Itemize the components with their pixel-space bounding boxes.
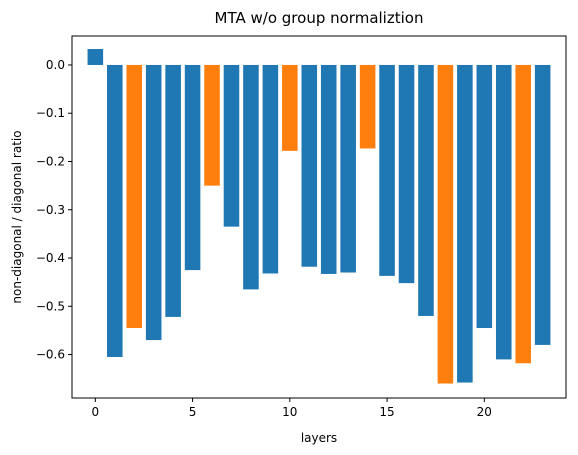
- bar-layer-2: [126, 64, 143, 329]
- bar-layer-4: [165, 64, 181, 317]
- bar-layer-8: [243, 64, 259, 290]
- bar-layer-12: [320, 64, 337, 274]
- y-tick-label: −0.3: [36, 203, 65, 217]
- y-axis-label: non-diagonal / diagonal ratio: [10, 130, 24, 303]
- plot-frame: [71, 35, 567, 399]
- x-tick-label: 20: [477, 405, 492, 419]
- bar-layer-11: [301, 64, 318, 267]
- y-tick-label: −0.1: [36, 106, 65, 120]
- bar-layer-7: [223, 64, 240, 227]
- bars-group: [87, 49, 551, 384]
- bar-layer-13: [340, 64, 356, 273]
- bar-layer-21: [495, 64, 512, 360]
- y-tick-label: −0.6: [36, 348, 65, 362]
- bar-layer-6: [204, 64, 220, 186]
- bar-layer-16: [398, 64, 415, 284]
- x-axis-ticks: 0 5 10 15 20: [92, 398, 492, 419]
- bar-layer-9: [262, 64, 279, 274]
- x-tick-label: 15: [379, 405, 394, 419]
- y-tick-label: 0.0: [46, 58, 65, 72]
- bar-layer-17: [418, 64, 434, 316]
- bar-layer-1: [107, 64, 123, 357]
- bar-layer-20: [476, 64, 493, 329]
- chart-title: MTA w/o group normaliztion: [215, 9, 424, 27]
- bar-layer-3: [145, 64, 162, 341]
- y-tick-label: −0.5: [36, 299, 65, 313]
- x-axis-label: layers: [301, 431, 337, 445]
- bar-layer-18: [437, 64, 454, 384]
- bar-layer-15: [379, 64, 395, 276]
- bar-layer-19: [457, 64, 473, 383]
- x-tick-label: 5: [189, 405, 197, 419]
- bar-layer-5: [184, 64, 201, 271]
- bar-layer-22: [515, 64, 531, 364]
- bar-layer-0: [87, 49, 104, 65]
- y-tick-label: −0.4: [36, 251, 65, 265]
- x-tick-label: 10: [282, 405, 297, 419]
- bar-layer-14: [359, 64, 376, 149]
- y-tick-label: −0.2: [36, 154, 65, 168]
- bar-layer-10: [282, 64, 298, 151]
- bar-layer-23: [534, 64, 551, 345]
- x-tick-label: 0: [92, 405, 100, 419]
- y-axis-ticks: 0.0 −0.1 −0.2 −0.3 −0.4 −0.5 −0.6: [36, 58, 72, 362]
